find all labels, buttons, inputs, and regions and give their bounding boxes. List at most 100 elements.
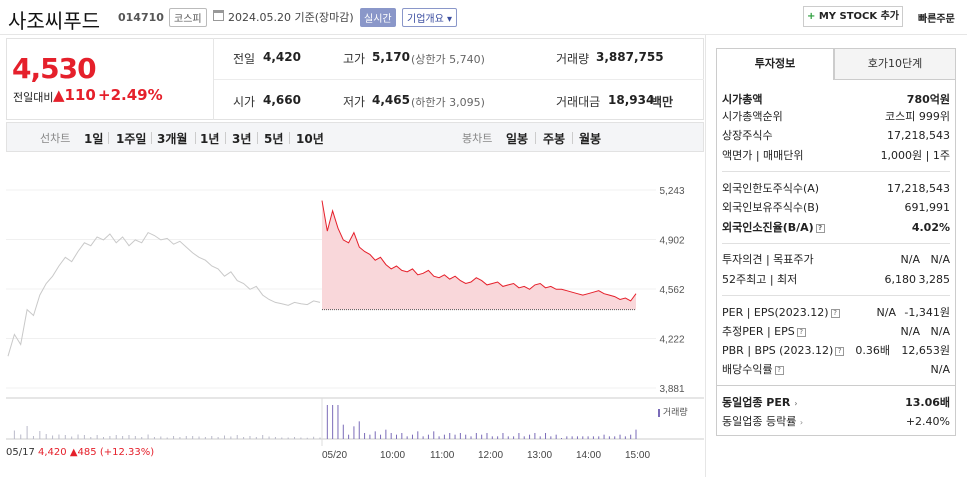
foreign-ratio-label: 외국인소진율(B/A) — [722, 221, 814, 234]
prev-day-series-line — [7, 231, 321, 357]
week52-high: 6,180 — [884, 273, 917, 286]
divider — [108, 132, 109, 144]
today-series-area — [322, 200, 636, 310]
shares-value: 17,218,543 — [887, 129, 950, 142]
prev-day-change: 485 — [77, 447, 97, 458]
foreign-limit-value: 17,218,543 — [887, 182, 950, 195]
help-icon[interactable]: ? — [815, 223, 825, 233]
rank-value: 코스피 999위 — [885, 110, 950, 123]
foreign-hold-value: 691,991 — [904, 201, 951, 214]
pbr-label: PBR | BPS (2023.12) — [722, 344, 834, 357]
period-1w[interactable]: 1주일 — [116, 132, 147, 146]
change-amount: 110 — [64, 86, 96, 104]
week52-row: 52주최고 | 최저 6,180 3,285 — [722, 271, 950, 288]
period-bar — [6, 122, 704, 152]
industry-per-value: 13.06배 — [905, 396, 950, 409]
low-label: 저가 — [343, 95, 366, 109]
bps-value: 12,653원 — [901, 344, 950, 357]
tab-invest-info[interactable]: 투자정보 — [716, 48, 834, 80]
period-1y[interactable]: 1년 — [200, 132, 220, 146]
foreign-hold-label: 외국인보유주식수(B) — [722, 201, 820, 214]
eps-value: -1,341원 — [904, 306, 950, 319]
divider — [151, 132, 152, 144]
x-tick-label: 12:00 — [478, 450, 503, 461]
opinion-value: N/A — [900, 253, 920, 266]
upper-limit: (상한가 5,740) — [411, 53, 485, 66]
target-value: N/A — [930, 253, 950, 266]
industry-per-label: 동일업종 PER — [722, 396, 791, 409]
est-per-value: N/A — [900, 325, 920, 338]
period-5y[interactable]: 5년 — [264, 132, 284, 146]
help-icon[interactable]: ? — [774, 365, 784, 375]
realtime-button[interactable]: 실시간 — [360, 8, 396, 27]
quick-order-link[interactable]: 빠른주문 — [918, 14, 955, 25]
per-value: N/A — [876, 306, 896, 319]
calendar-icon — [213, 10, 224, 21]
company-overview-label: 기업개요 — [407, 14, 444, 25]
stock-code: 014710 — [118, 11, 164, 24]
est-per-label: 추정PER | EPS — [722, 325, 795, 338]
prev-day-close: 4,420 — [38, 447, 67, 458]
rank-label: 시가총액순위 — [722, 110, 783, 123]
candle-weekly[interactable]: 주봉 — [543, 132, 566, 146]
par-label: 액면가 | 매매단위 — [722, 149, 804, 162]
open-value: 4,660 — [263, 93, 301, 107]
period-3y[interactable]: 3년 — [232, 132, 252, 146]
opinion-row: 투자의견 | 목표주가 N/A N/A — [722, 251, 950, 268]
prev-close-label: 전일 — [233, 52, 256, 66]
divider — [535, 132, 536, 144]
tab-order-book[interactable]: 호가10단계 — [834, 48, 956, 80]
divider — [195, 132, 196, 144]
prev-day-pct: (+12.33%) — [99, 447, 155, 458]
chevron-right-icon: › — [794, 399, 798, 408]
divider — [214, 79, 704, 80]
dividend-label: 배당수익률 — [722, 363, 773, 376]
shares-row: 상장주식수 17,218,543 — [722, 127, 950, 144]
est-per-row: 추정PER | EPS? N/A N/A — [722, 323, 950, 340]
up-triangle-icon: ▲ — [53, 86, 65, 104]
market-badge: 코스피 — [169, 8, 207, 27]
mystock-add-button[interactable]: + MY STOCK 추가 — [803, 6, 903, 27]
volume-legend-swatch — [658, 408, 660, 417]
foreign-limit-row: 외국인한도주식수(A) 17,218,543 — [722, 180, 950, 197]
market-cap-label: 시가총액 — [722, 93, 763, 106]
company-overview-button[interactable]: 기업개요 ▾ — [402, 8, 458, 27]
help-icon[interactable]: ? — [796, 327, 806, 337]
volume-legend-label: 거래량 — [662, 408, 688, 418]
candle-monthly[interactable]: 월봉 — [579, 132, 602, 146]
period-3m[interactable]: 3개월 — [157, 132, 188, 146]
help-icon[interactable]: ? — [835, 346, 845, 356]
industry-per-row: 동일업종 PER › 13.06배 — [722, 394, 950, 411]
pbr-value: 0.36배 — [855, 344, 890, 357]
amount-unit: 백만 — [651, 95, 674, 109]
pbr-row: PBR | BPS (2023.12)? 0.36배 12,653원 — [722, 342, 950, 359]
per-row: PER | EPS(2023.12)? N/A -1,341원 — [722, 304, 950, 321]
help-icon[interactable]: ? — [830, 308, 840, 318]
period-10y[interactable]: 10년 — [296, 132, 324, 146]
divider — [289, 132, 290, 144]
y-tick-label: 3,881 — [659, 384, 684, 395]
period-1d[interactable]: 1일 — [84, 132, 104, 146]
stock-title: 사조씨푸드 — [8, 9, 100, 33]
per-label: PER | EPS(2023.12) — [722, 306, 829, 319]
market-cap-value: 780억원 — [906, 93, 950, 106]
price-chart: 5,243 4,902 4,562 4,222 3,881 05/20 10:00 11:0… — [6, 186, 704, 461]
dividend-row: 배당수익률? N/A — [722, 361, 950, 378]
base-date: 2024.05.20 기준(장마감) — [228, 11, 354, 24]
par-row: 액면가 | 매매단위 1,000원 | 1주 — [722, 147, 950, 164]
market-cap-row: 시가총액 780억원 — [722, 91, 950, 108]
divider — [716, 385, 956, 386]
x-tick-label: 14:00 — [576, 450, 601, 461]
y-tick-label: 4,902 — [659, 236, 684, 247]
high-value: 5,170 — [372, 50, 410, 64]
lower-limit: (하한가 3,095) — [411, 96, 485, 109]
prev-day-date: 05/17 — [6, 447, 35, 458]
opinion-label: 투자의견 | 목표주가 — [722, 253, 814, 266]
x-tick-label: 05/20 — [322, 450, 347, 461]
candle-daily[interactable]: 일봉 — [506, 132, 529, 146]
prev-day-summary: 05/17 4,420 ▲485 (+12.33%) — [6, 447, 154, 458]
line-chart-label: 선차트 — [40, 132, 71, 145]
shares-label: 상장주식수 — [722, 129, 773, 142]
x-tick-label: 15:00 — [625, 450, 650, 461]
divider — [213, 38, 214, 120]
